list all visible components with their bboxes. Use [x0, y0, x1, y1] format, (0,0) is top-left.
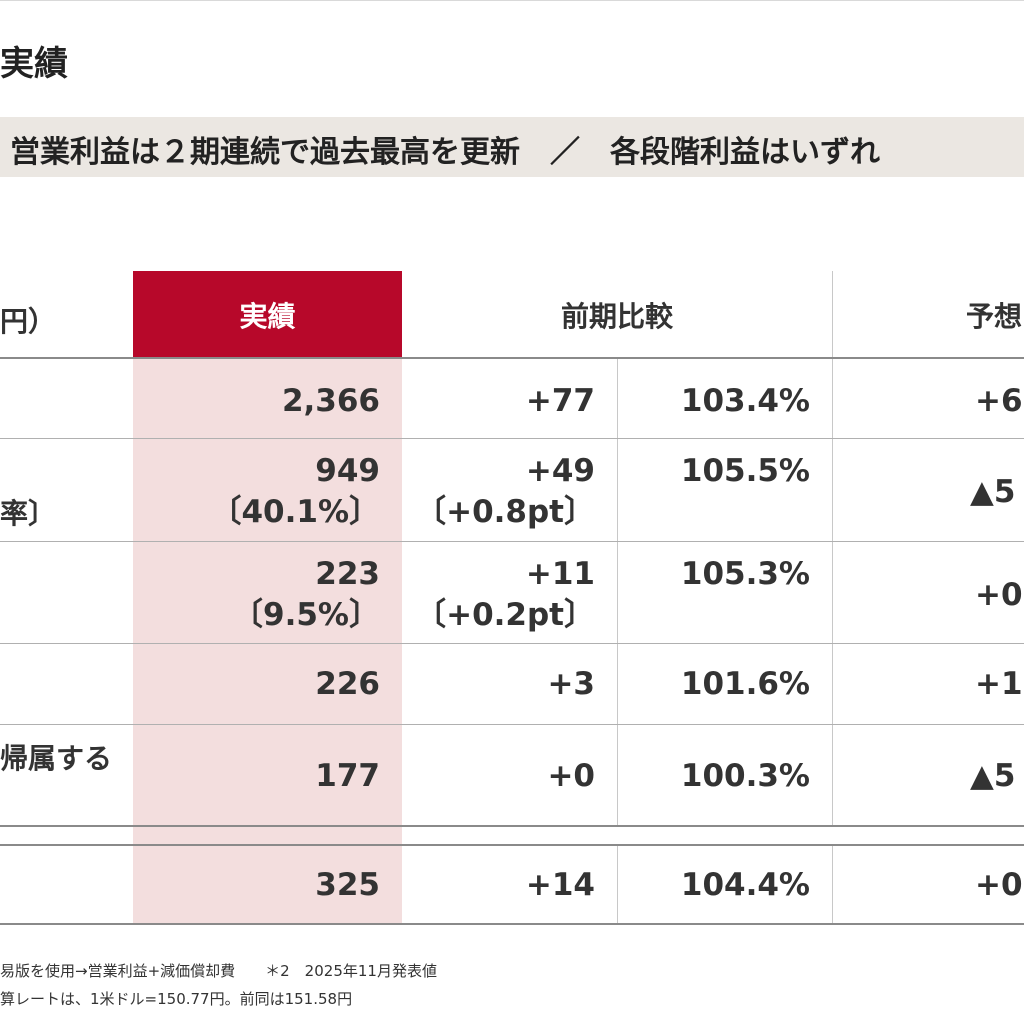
forecast-diff: ▲5 — [970, 474, 1016, 510]
header-forecast: 予想 — [966, 299, 1023, 333]
footnote-2: 算レートは、1米ドル=150.77円。前同は151.58円 — [0, 990, 353, 1008]
divider-v2 — [617, 845, 618, 925]
actual-value: 177 — [315, 758, 380, 794]
yoy-margin-diff: 〔+0.8pt〕 — [415, 494, 595, 530]
section-rule-a — [0, 825, 1024, 827]
header-actual: 実績 — [133, 271, 402, 358]
actual-value: 949 — [315, 453, 380, 489]
page-title: 実績 — [0, 44, 68, 84]
forecast-diff: +6 — [975, 383, 1023, 419]
header-yoy: 前期比較 — [560, 299, 673, 333]
actual-value: 2,366 — [281, 383, 380, 419]
yoy-diff: +49 — [525, 453, 595, 489]
yoy-ratio: 100.3% — [680, 758, 810, 794]
yoy-diff: +77 — [525, 383, 595, 419]
row-label: 率〕 — [0, 497, 57, 530]
actual-margin: 〔40.1%〕 — [210, 494, 380, 530]
header-rule — [0, 357, 1024, 359]
yoy-diff: +11 — [525, 556, 595, 592]
table-bottom-rule — [0, 923, 1024, 925]
yoy-ratio: 103.4% — [680, 383, 810, 419]
divider-v3 — [832, 271, 833, 825]
yoy-ratio: 101.6% — [680, 666, 810, 702]
footnote-1: 易版を使用→営業利益+減価償却費 ＊2 2025年11月発表値 — [0, 962, 437, 980]
row-rule-1 — [0, 438, 1024, 439]
actual-value: 325 — [315, 867, 380, 903]
top-rule — [0, 0, 1024, 1]
yoy-diff: +3 — [547, 666, 595, 702]
forecast-diff: +0 — [975, 577, 1023, 613]
actual-margin: 〔9.5%〕 — [232, 597, 380, 633]
row-rule-2 — [0, 541, 1024, 542]
row-rule-4 — [0, 724, 1024, 725]
row-label: 帰属する — [0, 742, 113, 775]
yoy-ratio: 105.5% — [680, 453, 810, 489]
row-rule-3 — [0, 643, 1024, 644]
yoy-diff: +14 — [525, 867, 595, 903]
yoy-ratio: 105.3% — [680, 556, 810, 592]
actual-column-bg — [133, 358, 402, 925]
forecast-diff: +1 — [975, 666, 1023, 702]
divider-v1 — [617, 358, 618, 825]
yoy-margin-diff: 〔+0.2pt〕 — [415, 597, 595, 633]
actual-value: 226 — [315, 666, 380, 702]
section-rule-b — [0, 844, 1024, 846]
divider-v4 — [832, 845, 833, 925]
yoy-ratio: 104.4% — [680, 867, 810, 903]
unit-label: 円） — [0, 305, 57, 338]
headline-banner: 営業利益は２期連続で過去最高を更新 ／ 各段階利益はいずれ — [0, 117, 1024, 177]
headline-text: 営業利益は２期連続で過去最高を更新 ／ 各段階利益はいずれ — [10, 135, 880, 170]
actual-value: 223 — [315, 556, 380, 592]
forecast-diff: ▲5 — [970, 758, 1016, 794]
forecast-diff: +0 — [975, 867, 1023, 903]
yoy-diff: +0 — [547, 758, 595, 794]
